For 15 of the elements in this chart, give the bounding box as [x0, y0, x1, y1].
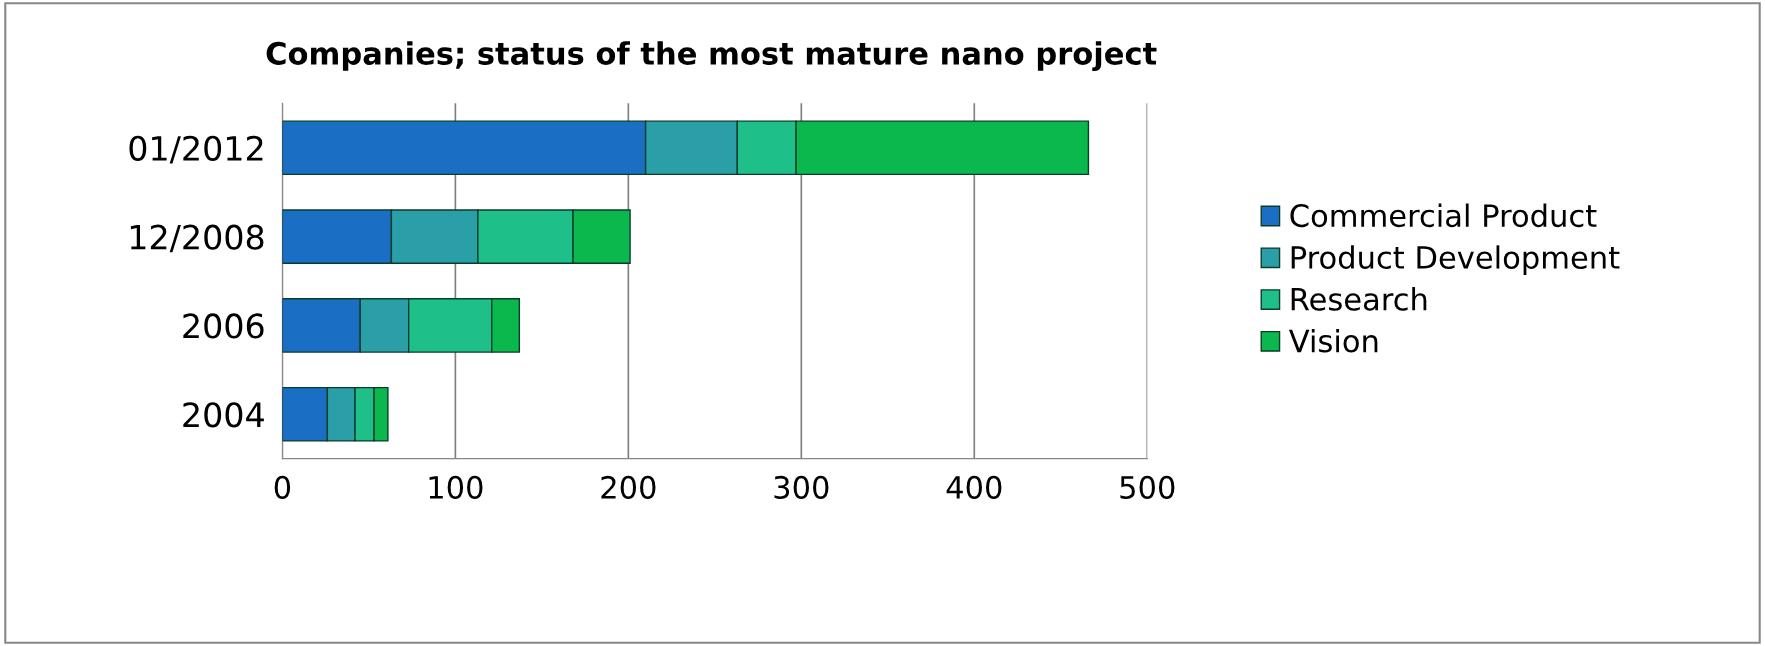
- legend-label: Vision: [1288, 328, 1378, 353]
- legend-label: Product Development: [1291, 245, 1620, 275]
- chart-title: Companies; status of the most mature nano project: [266, 41, 1157, 72]
- y-tick-label: 01/2012: [129, 135, 263, 164]
- x-tick-label: 200: [601, 475, 656, 499]
- x-tick-label: 400: [946, 475, 1002, 499]
- y-tick-label: 12/2008: [130, 224, 264, 253]
- y-tick-label: 2004: [183, 402, 264, 428]
- x-tick-label: 100: [429, 475, 483, 499]
- legend-label: Commercial Product: [1290, 203, 1597, 228]
- x-tick-label: 300: [774, 475, 829, 499]
- x-tick-label: 500: [1120, 475, 1175, 499]
- y-tick-label: 2006: [183, 313, 264, 339]
- x-tick-label: 0: [274, 475, 291, 499]
- legend-label: Research: [1291, 287, 1427, 311]
